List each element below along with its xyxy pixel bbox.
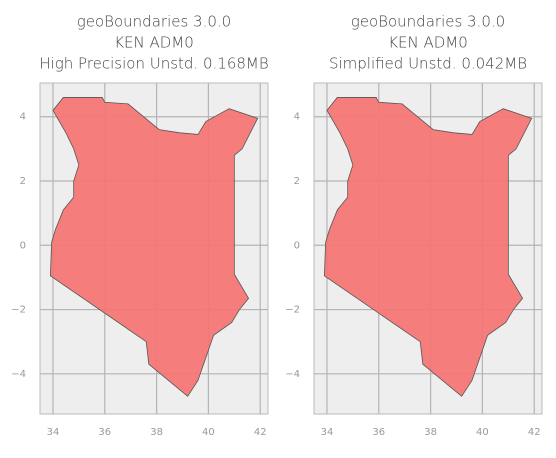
y-tick-label: 4: [20, 112, 26, 123]
chart-title: High Precision Unstd. 0.168MB: [39, 55, 268, 73]
y-tick-label: 0: [20, 240, 26, 251]
chart-title: geoBoundaries 3.0.0: [351, 13, 505, 31]
x-tick-label: 34: [47, 427, 60, 438]
y-tick-label: −2: [285, 305, 300, 316]
y-tick-label: −4: [285, 369, 300, 380]
x-tick-label: 40: [476, 427, 489, 438]
y-tick-label: −2: [11, 305, 26, 316]
x-tick-label: 34: [321, 427, 334, 438]
y-tick-label: 0: [294, 240, 300, 251]
x-tick-label: 40: [202, 427, 215, 438]
y-tick-label: 4: [294, 112, 300, 123]
x-tick-label: 38: [150, 427, 163, 438]
chart-title: KEN ADM0: [114, 34, 194, 52]
chart-title: geoBoundaries 3.0.0: [77, 13, 231, 31]
y-tick-label: −4: [11, 369, 26, 380]
x-tick-label: 42: [254, 427, 267, 438]
chart-title: KEN ADM0: [388, 34, 468, 52]
y-tick-label: 2: [294, 176, 300, 187]
x-tick-label: 42: [528, 427, 541, 438]
chart-title: Simplified Unstd. 0.042MB: [329, 55, 527, 73]
country-shape: [49, 97, 259, 397]
x-tick-label: 36: [98, 427, 111, 438]
country-shape: [323, 97, 533, 397]
x-tick-label: 38: [424, 427, 437, 438]
x-tick-label: 36: [372, 427, 385, 438]
y-tick-label: 2: [20, 176, 26, 187]
